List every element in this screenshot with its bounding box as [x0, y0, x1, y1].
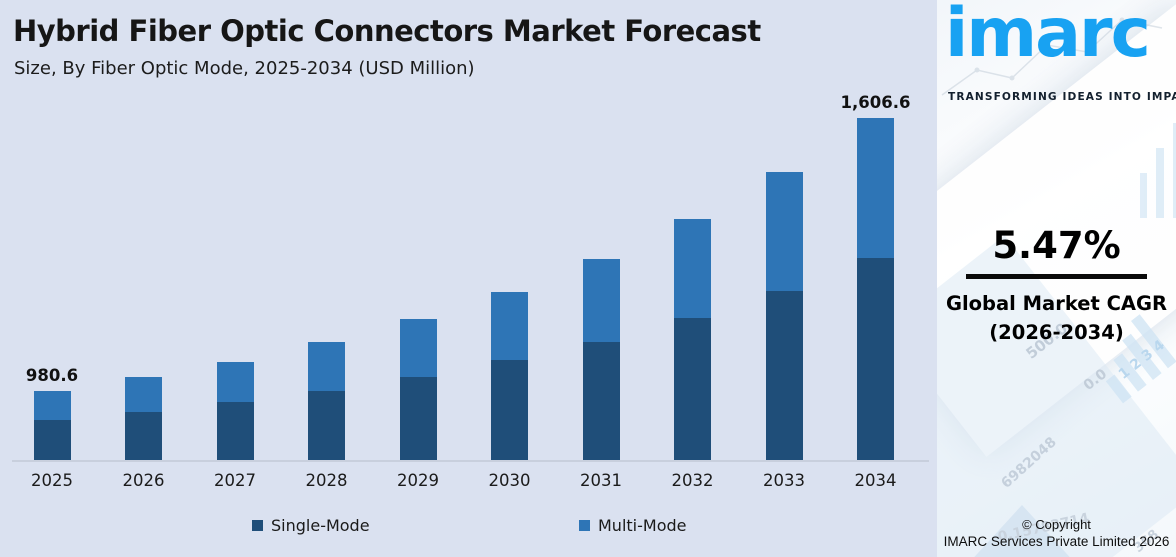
legend-item-multi-mode: Multi-Mode	[579, 516, 686, 535]
legend: Single-Mode Multi-Mode	[0, 516, 937, 540]
bar-2034-single-mode	[857, 258, 894, 461]
legend-item-single-mode: Single-Mode	[252, 516, 370, 535]
bar-2029-single-mode	[399, 377, 437, 461]
bar-2031-multi-mode	[582, 259, 620, 342]
bar-2034-multi-mode	[857, 118, 894, 258]
bar-2032-single-mode	[674, 318, 711, 461]
x-label-2029: 2029	[397, 471, 439, 490]
decor-bar-chart-icon	[1140, 118, 1176, 218]
chart-title: Hybrid Fiber Optic Connectors Market For…	[13, 14, 761, 48]
x-label-2025: 2025	[31, 471, 73, 490]
data-label-2034: 1,606.6	[840, 93, 911, 112]
imarc-logo-tagline: TRANSFORMING IDEAS INTO IMPACT	[948, 91, 1176, 103]
bar-2026-single-mode	[125, 412, 162, 461]
bar-2033-single-mode	[765, 291, 803, 461]
bar-2030-single-mode	[491, 360, 528, 461]
cagr-value: 5.47%	[992, 224, 1121, 267]
x-label-2026: 2026	[122, 471, 165, 490]
x-label-2030: 2030	[488, 471, 531, 490]
bar-2025-multi-mode	[33, 391, 71, 420]
legend-swatch-multi-mode	[579, 520, 590, 531]
cagr-callout: 5.47% Global Market CAGR (2026-2034)	[937, 224, 1176, 348]
legend-label-single-mode: Single-Mode	[271, 516, 370, 535]
cagr-period: (2026-2034)	[989, 321, 1124, 345]
data-label-2025: 980.6	[25, 366, 79, 385]
bar-2030-multi-mode	[491, 292, 528, 360]
x-label-2031: 2031	[580, 471, 622, 490]
cagr-label: Global Market CAGR	[945, 292, 1168, 315]
imarc-logo-text: imarc	[945, 0, 1151, 73]
chart-subtitle: Size, By Fiber Optic Mode, 2025-2034 (US…	[14, 58, 475, 79]
bar-2026-multi-mode	[125, 377, 162, 412]
watermark-1: 0.0	[1080, 366, 1111, 394]
bar-2032-multi-mode	[674, 219, 711, 318]
plot: 2025 2026 2027 2028 2029 2030 2031 2032 2033 2034…	[12, 93, 929, 490]
x-label-2027: 2027	[214, 471, 256, 490]
copyright-company-line: IMARC Services Private Limited 2026	[943, 534, 1170, 549]
watermark-3: 6982048	[998, 434, 1060, 492]
x-label-2033: 2033	[763, 471, 805, 490]
bar-2029-multi-mode	[399, 319, 437, 377]
legend-label-multi-mode: Multi-Mode	[598, 516, 687, 535]
legend-swatch-single-mode	[252, 520, 263, 531]
copyright: © Copyright IMARC Services Private Limit…	[937, 517, 1176, 549]
bar-2028-single-mode	[308, 391, 345, 461]
bar-2027-single-mode	[216, 402, 254, 461]
bar-2033-multi-mode	[765, 172, 803, 291]
bar-2028-multi-mode	[308, 342, 345, 391]
x-label-2028: 2028	[305, 471, 348, 490]
x-label-2034: 2034	[854, 471, 897, 490]
bar-2027-multi-mode	[216, 362, 254, 402]
copyright-symbol-line: © Copyright	[1022, 517, 1091, 532]
x-axis-line	[12, 460, 929, 462]
chart-area: Hybrid Fiber Optic Connectors Market For…	[0, 14, 937, 540]
cagr-divider	[966, 274, 1147, 279]
bar-2031-single-mode	[582, 342, 620, 461]
brand-panel: 500.0 0.0 1 2 3 4 6982048 0.15783714 368 imar…	[937, 0, 1176, 557]
x-label-2032: 2032	[671, 471, 714, 490]
bar-2025-single-mode	[33, 420, 71, 461]
